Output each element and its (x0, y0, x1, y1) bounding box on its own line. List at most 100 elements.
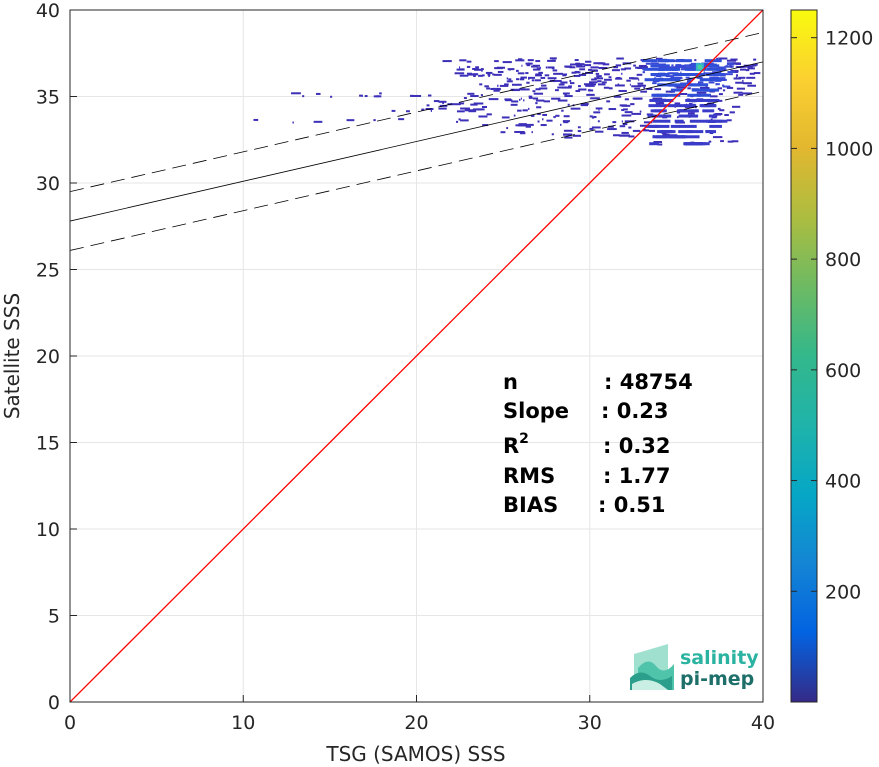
density-cell (708, 114, 718, 118)
density-cell (456, 120, 459, 123)
density-cell (689, 119, 708, 123)
density-cell (621, 120, 623, 123)
density-cell (518, 123, 527, 126)
density-cell (597, 120, 600, 123)
colorbar-tick-label: 800 (825, 249, 861, 271)
stat-value: : 0.51 (598, 493, 666, 517)
density-cell (562, 92, 570, 95)
density-cell (703, 71, 705, 74)
density-cell (668, 135, 685, 139)
density-cell (633, 97, 642, 100)
density-cell (563, 121, 569, 124)
density-cell (648, 104, 668, 108)
density-cell (613, 66, 619, 69)
density-cell (696, 76, 703, 79)
density-cell (727, 71, 736, 74)
density-cell (528, 77, 530, 80)
density-cell (631, 112, 642, 115)
density-cell (544, 74, 550, 77)
density-cell (701, 104, 710, 108)
density-cell (589, 127, 594, 130)
density-cell (488, 74, 491, 77)
confidence-bound-line (70, 90, 763, 251)
density-cell (485, 71, 493, 74)
density-cell (665, 93, 681, 97)
y-tick-label: 10 (36, 519, 60, 541)
density-cell (753, 72, 761, 75)
density-cell (488, 98, 499, 101)
density-cell (253, 118, 259, 121)
density-cell (628, 135, 635, 138)
density-cell (551, 67, 555, 70)
density-cell (682, 135, 700, 139)
density-cell (571, 71, 577, 74)
density-cell (506, 80, 513, 83)
y-tick-label: 20 (36, 346, 60, 368)
colorbar-tick-label: 1000 (825, 138, 873, 160)
density-cell (652, 82, 657, 85)
density-cell (722, 84, 725, 87)
density-cloud (253, 57, 761, 146)
density-cell (554, 79, 562, 82)
density-cell (591, 69, 598, 72)
density-cell (504, 83, 509, 86)
density-cell (507, 68, 515, 71)
density-cell (578, 73, 587, 76)
x-tick-label: 40 (751, 712, 775, 734)
density-cell (676, 86, 687, 89)
density-cell (726, 59, 737, 62)
density-cell (535, 74, 543, 77)
density-cell (510, 88, 520, 91)
density-cell (745, 69, 750, 72)
stat-value: : 1.77 (603, 464, 671, 488)
density-cell (666, 66, 677, 69)
density-cell (522, 109, 528, 112)
density-cell (672, 73, 684, 77)
density-cell (652, 80, 660, 83)
density-cell (615, 64, 622, 67)
density-cell (508, 68, 511, 71)
density-cell (608, 108, 617, 111)
density-cell (502, 61, 512, 64)
density-cell (736, 87, 745, 90)
density-cell (532, 64, 541, 67)
density-cell (621, 131, 629, 134)
density-cell (658, 67, 672, 71)
density-cell (652, 119, 671, 123)
density-cell (735, 71, 739, 74)
density-cell (563, 115, 570, 118)
density-cell (316, 92, 321, 95)
density-cell (652, 97, 663, 100)
stat-label: n (503, 370, 518, 394)
density-cell (562, 120, 570, 123)
density-cell (569, 82, 575, 85)
density-cell (590, 97, 600, 100)
stats-box: n: 48754 Slope: 0.23 R2: 0.32 RMS: 1.77 BIAS… (503, 370, 693, 517)
density-cell (594, 130, 604, 133)
density-cell (466, 65, 471, 68)
density-cell (708, 140, 712, 143)
density-cell (482, 124, 489, 127)
density-cell (614, 95, 621, 98)
density-cell (674, 119, 684, 123)
density-cell (481, 105, 488, 108)
x-axis-ticks: 0 10 20 30 40 (64, 695, 775, 734)
density-cell (736, 74, 738, 77)
density-cell (633, 64, 636, 67)
density-cell (547, 66, 555, 69)
density-cell (538, 71, 543, 74)
density-cell (535, 60, 541, 63)
density-cell (644, 124, 658, 128)
density-cell (539, 66, 541, 69)
density-cell (493, 73, 502, 76)
density-cell (738, 76, 746, 79)
density-cell (622, 108, 628, 111)
density-cell (588, 83, 596, 86)
density-cell (697, 81, 704, 84)
density-cell (661, 130, 673, 134)
density-cell (654, 109, 667, 113)
density-cell (454, 72, 465, 75)
density-cell (724, 114, 729, 117)
density-cell (646, 113, 654, 116)
density-cell (591, 126, 601, 129)
